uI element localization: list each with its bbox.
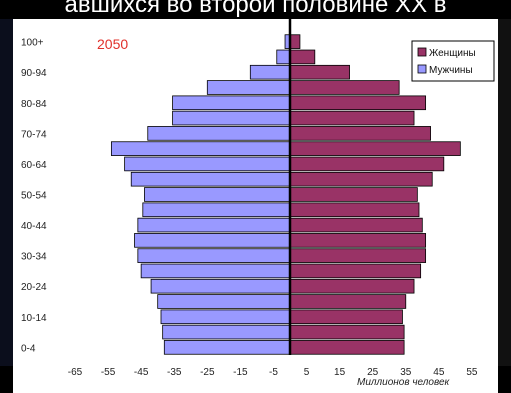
x-tick-label: -65 (68, 367, 83, 378)
x-tick-label: -25 (200, 367, 215, 378)
female-bar-70-74 (289, 126, 431, 141)
male-bar-85-89 (206, 80, 291, 95)
y-tick-label: 70-74 (21, 129, 47, 140)
female-bar-5-9 (289, 324, 405, 340)
female-bar-30-34 (289, 248, 427, 263)
chart-canvas: 100+ 90-94 80-84 70-74 60-64 50-54 40-44 30-34 2… (21, 19, 495, 378)
y-tick-label: 0-4 (21, 343, 36, 354)
male-bar-50-54 (144, 187, 291, 202)
female-bar-55-59 (289, 171, 433, 187)
female-bar-50-54 (289, 187, 418, 202)
male-bar-90-94 (249, 64, 291, 80)
male-bar-95-99 (276, 49, 291, 65)
female-bar-15-19 (289, 294, 407, 309)
male-bar-25-29 (140, 263, 291, 279)
x-tick-label: -15 (233, 367, 248, 378)
x-tick-label: -5 (269, 367, 278, 378)
female-bar-0-4 (289, 340, 405, 355)
female-bar-40-44 (289, 217, 423, 233)
female-bar-35-39 (289, 233, 427, 248)
y-tick-label: 90-94 (21, 68, 47, 79)
female-bar-85-89 (289, 80, 400, 95)
male-bar-30-34 (137, 248, 291, 263)
male-bar-15-19 (157, 294, 291, 309)
x-tick-label: 35 (400, 367, 412, 378)
right-background-band (498, 19, 511, 366)
y-tick-label: 80-84 (21, 99, 47, 110)
male-bar-55-59 (130, 171, 291, 187)
male-bar-0-4 (163, 340, 291, 355)
y-tick-label: 100+ (21, 38, 44, 49)
male-bar-70-74 (147, 126, 291, 141)
y-tick-label: 30-34 (21, 252, 47, 263)
y-tick-label: 10-14 (21, 313, 47, 324)
legend-swatch (417, 47, 427, 57)
x-tick-label: 5 (304, 367, 310, 378)
female-bar-10-14 (289, 309, 403, 325)
legend-label: Женщины (429, 48, 476, 59)
female-bar-60-64 (289, 156, 445, 172)
legend-label: Мужчины (429, 65, 473, 76)
left-background-band (0, 19, 13, 366)
male-bar-45-49 (142, 202, 291, 218)
male-bar-75-79 (172, 110, 291, 126)
y-tick-label: 60-64 (21, 160, 47, 171)
female-bar-100+ (289, 34, 301, 49)
y-tick-label: 40-44 (21, 221, 47, 232)
x-tick-label: -35 (167, 367, 182, 378)
x-tick-label: -55 (101, 367, 116, 378)
male-bar-5-9 (162, 324, 291, 340)
legend-swatch (417, 64, 427, 74)
female-bar-95-99 (289, 49, 316, 65)
male-bar-65-69 (110, 141, 291, 156)
male-bar-20-24 (150, 278, 291, 294)
male-bar-10-14 (160, 309, 291, 325)
y-tick-label: 50-54 (21, 191, 47, 202)
x-tick-label: 15 (334, 367, 346, 378)
population-pyramid-chart: 100+ 90-94 80-84 70-74 60-64 50-54 40-44 30-34 2… (13, 19, 498, 393)
female-bar-75-79 (289, 110, 415, 126)
female-bar-25-29 (289, 263, 422, 279)
x-tick-label: 25 (367, 367, 379, 378)
x-tick-label: 55 (466, 367, 478, 378)
male-bar-35-39 (134, 233, 291, 248)
male-bar-60-64 (124, 156, 291, 172)
female-bar-90-94 (289, 64, 350, 80)
female-bar-65-69 (289, 141, 461, 156)
female-bar-45-49 (289, 202, 420, 218)
male-bar-40-44 (137, 217, 291, 233)
y-tick-label: 20-24 (21, 282, 47, 293)
x-tick-label: 45 (433, 367, 445, 378)
female-bar-80-84 (289, 95, 427, 111)
female-bar-20-24 (289, 278, 415, 294)
banner-caption: авшихся во второй половине XX в (64, 0, 447, 18)
x-tick-label: -45 (134, 367, 149, 378)
x-axis-label: Миллионов человек (357, 377, 450, 388)
chart-title: 2050 (97, 36, 128, 52)
male-bar-80-84 (172, 95, 291, 111)
